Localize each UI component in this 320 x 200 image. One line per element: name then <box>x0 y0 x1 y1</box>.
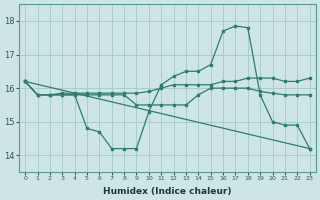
X-axis label: Humidex (Indice chaleur): Humidex (Indice chaleur) <box>103 187 232 196</box>
